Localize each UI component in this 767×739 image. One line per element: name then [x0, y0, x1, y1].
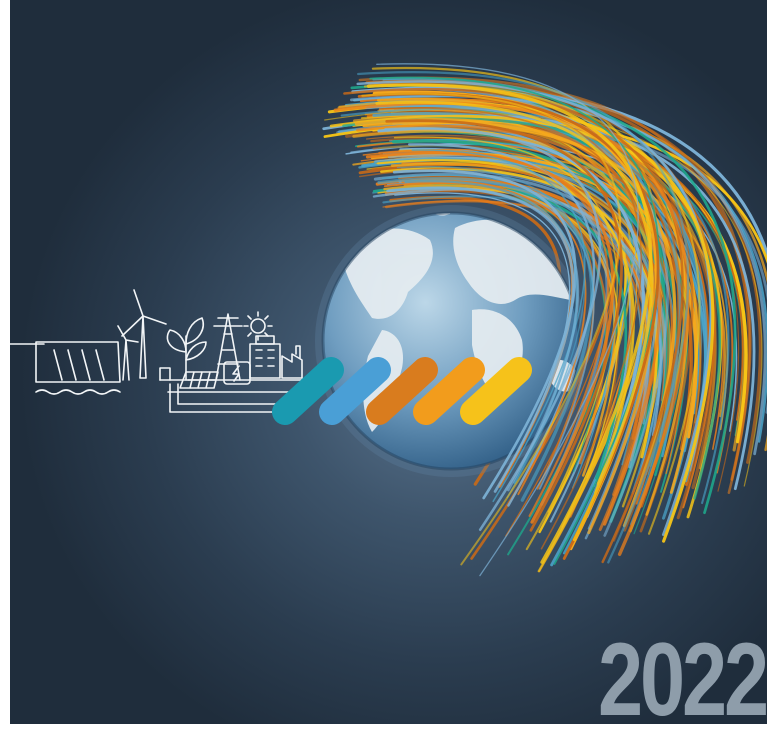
energy-stroke	[361, 92, 622, 566]
energy-stroke	[387, 154, 609, 506]
energy-stroke	[383, 182, 587, 496]
energy-stroke	[381, 174, 615, 489]
energy-stroke	[377, 159, 635, 494]
wind-turbine-icon	[117, 289, 167, 381]
energy-stroke	[384, 127, 602, 531]
energy-stroke	[411, 149, 586, 503]
energy-line-art	[10, 289, 311, 413]
energy-stroke	[381, 93, 642, 550]
energy-stroke	[343, 88, 684, 564]
energy-stroke	[340, 107, 730, 505]
color-pill	[413, 357, 485, 425]
sun-icon	[243, 311, 273, 341]
energy-stroke	[366, 83, 652, 564]
energy-strokes-front	[322, 63, 767, 577]
building-icon	[249, 335, 281, 379]
energy-stroke	[392, 169, 577, 500]
color-pills	[272, 357, 532, 425]
color-pill	[366, 357, 438, 425]
energy-stroke	[408, 143, 596, 507]
hydro-dam-icon	[35, 341, 121, 395]
energy-stroke	[385, 119, 623, 532]
color-pill	[460, 357, 532, 425]
cover-artwork	[10, 63, 767, 577]
energy-stroke	[356, 80, 712, 536]
power-pylon-icon	[213, 313, 243, 381]
energy-stroke	[377, 177, 594, 502]
energy-stroke	[393, 136, 618, 513]
color-pill	[272, 357, 344, 425]
energy-stroke	[375, 100, 654, 542]
energy-stroke	[357, 70, 690, 564]
plant-leaf-icon	[166, 317, 207, 381]
energy-stroke	[342, 117, 722, 500]
energy-stroke	[376, 63, 639, 577]
energy-stroke	[356, 124, 661, 532]
color-pill	[319, 357, 391, 425]
energy-stroke	[350, 83, 737, 515]
cover-illustration: 2022	[10, 0, 767, 724]
energy-stroke	[369, 76, 660, 565]
year-label: 2022	[598, 622, 767, 724]
factory-icon	[281, 345, 303, 379]
energy-stroke	[365, 151, 615, 524]
energy-stroke	[387, 186, 580, 492]
